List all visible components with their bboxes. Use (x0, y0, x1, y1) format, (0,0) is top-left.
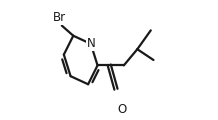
Text: Br: Br (53, 11, 66, 24)
Text: O: O (117, 103, 126, 116)
Text: N: N (86, 37, 95, 50)
